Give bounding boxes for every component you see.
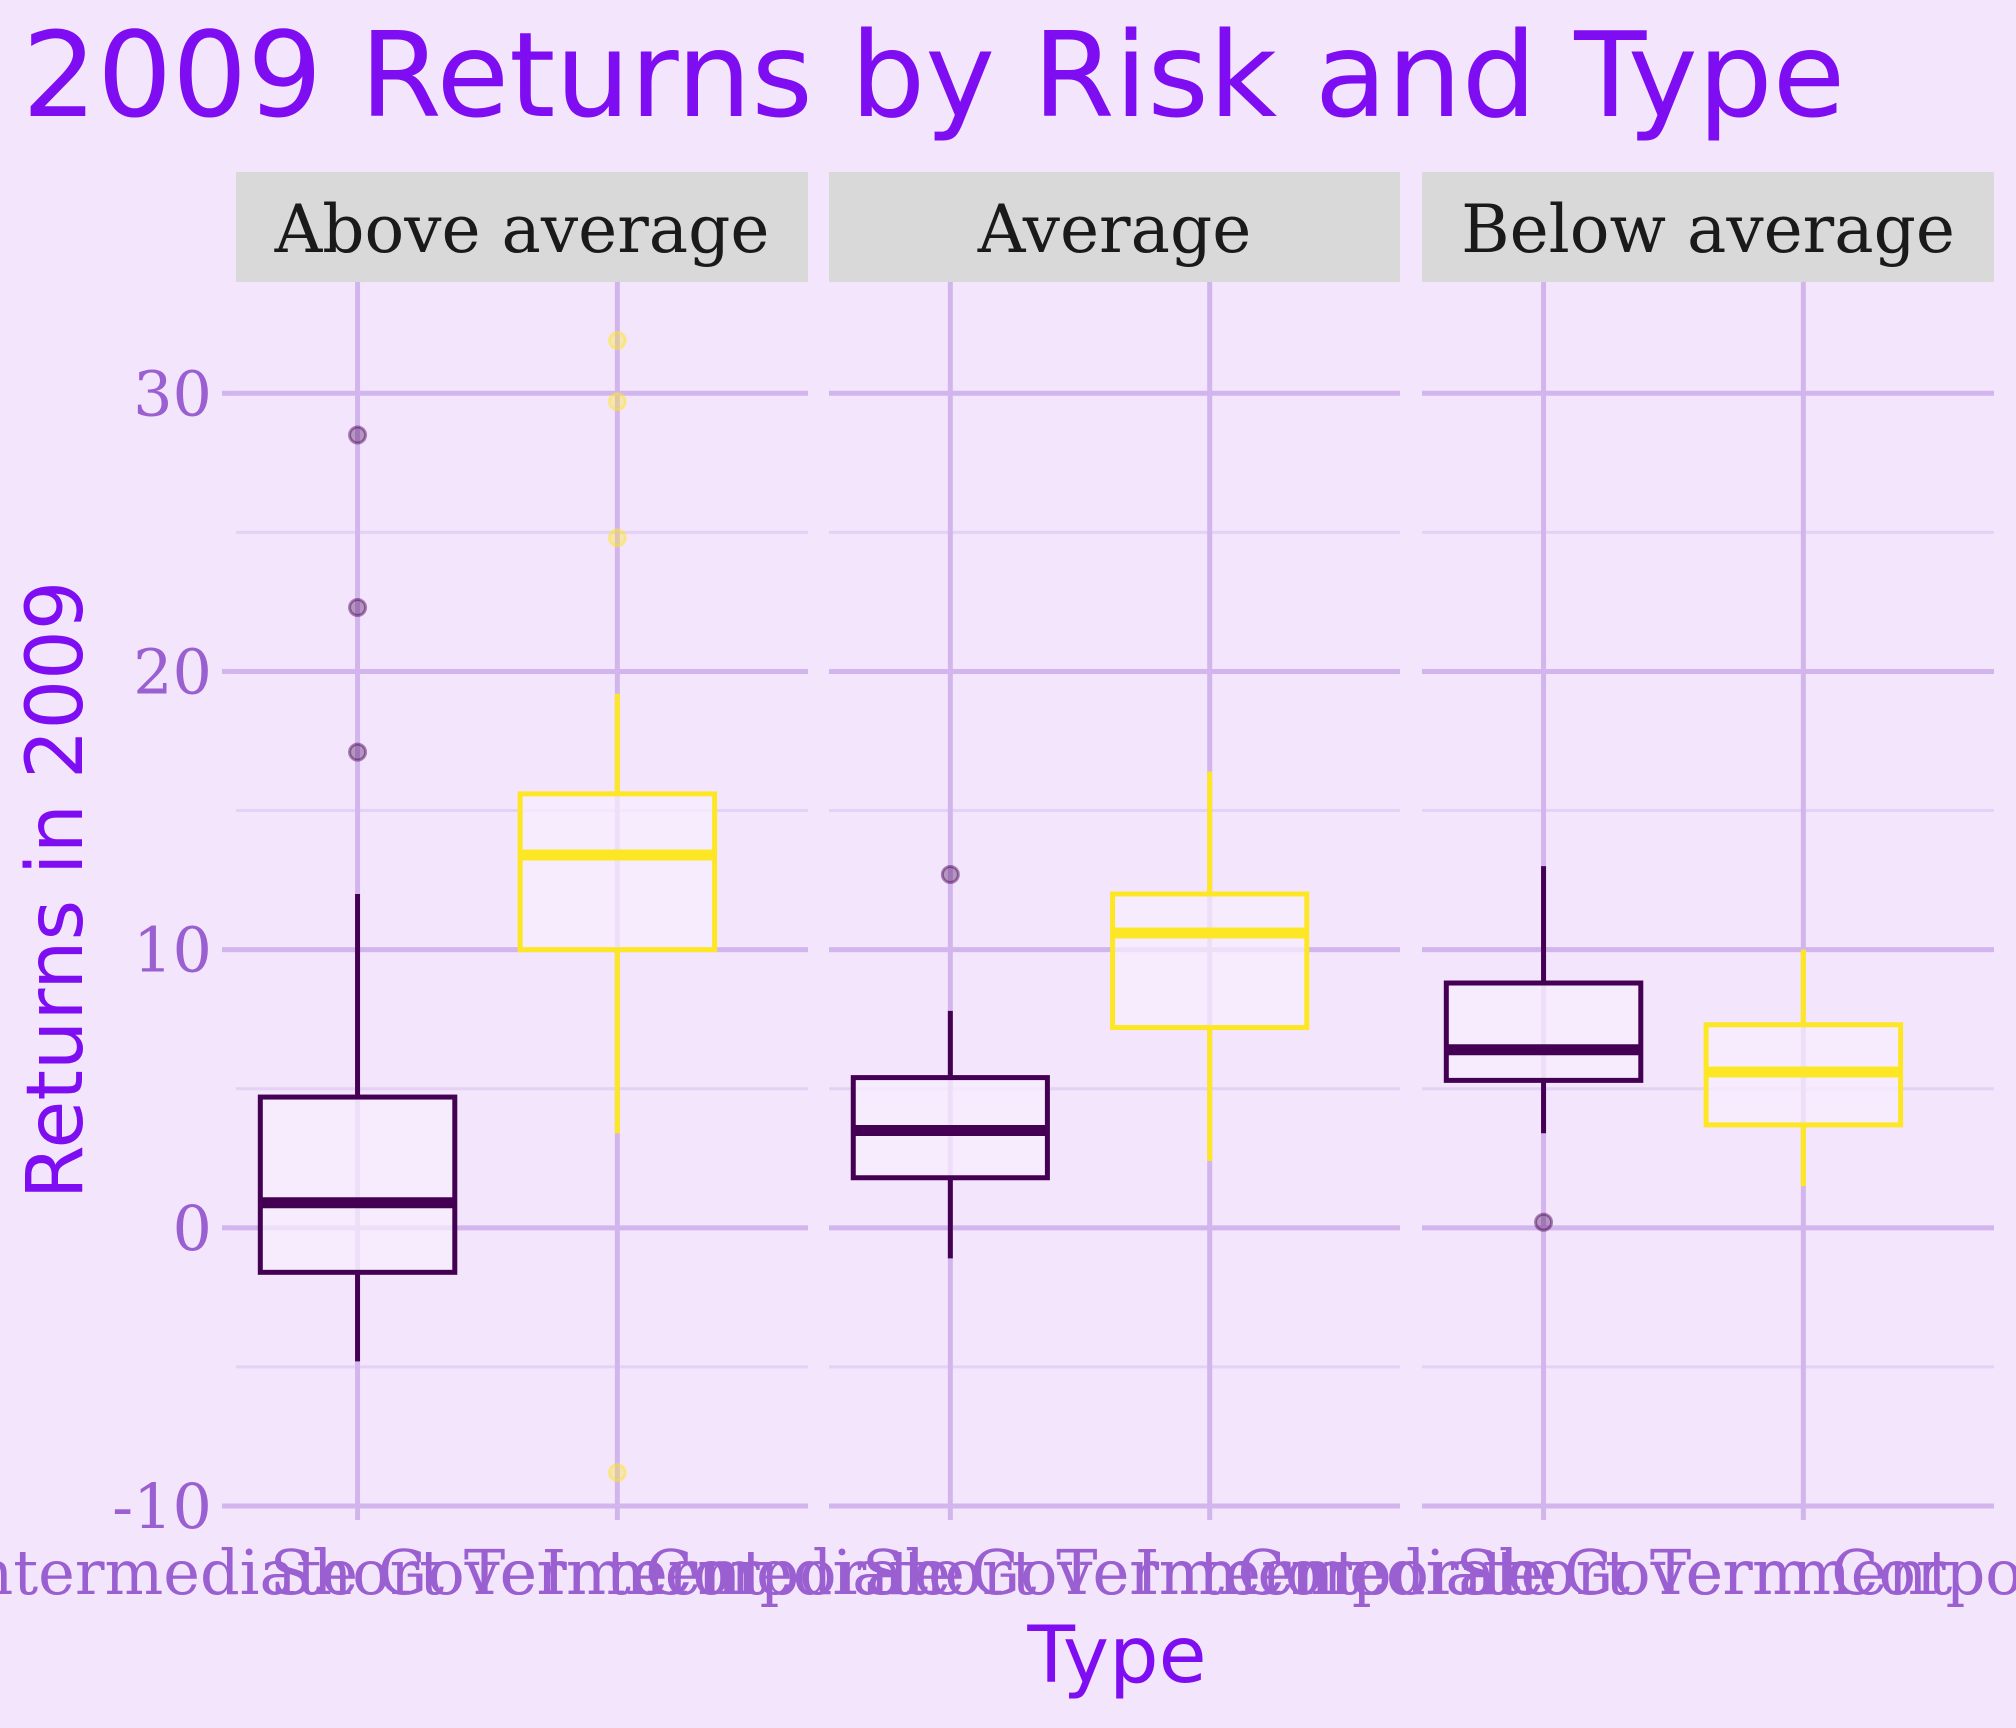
x-tick-label: Intermediate Government — [1135, 1536, 1952, 1609]
box-iqr — [257, 1094, 458, 1275]
y-axis-title: Returns in 2009 — [11, 581, 101, 1200]
outlier-point — [348, 597, 368, 617]
outlier-point — [607, 1463, 627, 1483]
outlier-point — [348, 425, 368, 445]
x-axis-title: Type — [1026, 1611, 1206, 1701]
box-layer — [257, 330, 1904, 1483]
facet-strip-label: Average — [977, 191, 1252, 268]
outlier-point — [940, 865, 960, 885]
x-tick-label: Short Term Corporate — [862, 1536, 1557, 1609]
outlier-point — [348, 742, 368, 762]
facet-strip — [829, 172, 1400, 282]
box-iqr — [1110, 891, 1310, 1031]
facet-strip — [236, 172, 808, 282]
y-tick-label: 10 — [133, 914, 212, 987]
facet-strip-label: Above average — [274, 191, 770, 268]
chart-title: 2009 Returns by Risk and Type — [22, 6, 1845, 144]
y-tick-label: 20 — [133, 635, 212, 708]
outlier-point — [1534, 1212, 1554, 1232]
y-tick-label: -10 — [112, 1470, 212, 1543]
outlier-point — [607, 392, 627, 412]
box-intermediate-government — [1443, 866, 1644, 1232]
x-tick-label: Short Term Corporate — [270, 1536, 965, 1609]
box-short-term-corporate — [1110, 771, 1310, 1162]
x-tick-label: Intermediate Government — [542, 1536, 1359, 1609]
facet-strips: Above average Average Below average — [236, 172, 1994, 282]
x-tick-label: Intermediate Government — [0, 1536, 766, 1609]
box-intermediate-government — [850, 865, 1050, 1259]
outlier-point — [607, 528, 627, 548]
y-axis-ticks: -10 0 10 20 30 — [112, 357, 236, 1543]
facet-strip — [1422, 172, 1994, 282]
x-tick-label: Short Term Corporate — [1456, 1536, 2016, 1609]
outlier-point — [607, 330, 627, 350]
box-intermediate-government — [257, 425, 458, 1362]
box-short-term-corporate — [517, 330, 718, 1483]
facet-strip-label: Below average — [1461, 191, 1955, 268]
y-tick-label: 30 — [133, 357, 212, 430]
box-iqr — [1443, 980, 1644, 1083]
y-tick-label: 0 — [173, 1192, 212, 1265]
box-short-term-corporate — [1703, 949, 1904, 1187]
box-iqr — [517, 791, 718, 953]
